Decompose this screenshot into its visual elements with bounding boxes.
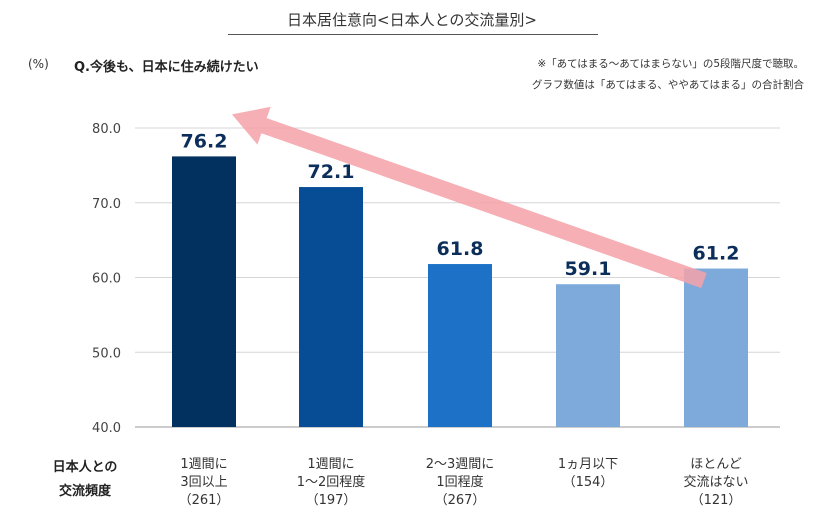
bar bbox=[684, 268, 748, 427]
data-label: 72.1 bbox=[308, 161, 355, 183]
title-underline bbox=[228, 34, 598, 35]
note-line-1: ※「あてはまる～あてはまらない」の5段階尺度で聴取。 bbox=[537, 58, 804, 70]
x-tick-label-line: 1回程度 bbox=[436, 475, 484, 490]
data-label: 61.8 bbox=[437, 238, 484, 260]
data-label: 61.2 bbox=[693, 243, 740, 265]
x-tick-label-line: （121） bbox=[690, 493, 742, 508]
y-tick-label: 80.0 bbox=[92, 122, 121, 137]
x-tick-label-line: （197） bbox=[305, 493, 357, 508]
x-axis-title-line-2: 交流頻度 bbox=[58, 484, 111, 499]
x-tick-label: 2～3週間に 1回程度 （267） bbox=[395, 456, 525, 510]
x-tick-label-line: ほとんど bbox=[690, 457, 742, 472]
bar bbox=[556, 284, 620, 427]
x-tick-label-line: （267） bbox=[434, 493, 486, 508]
x-tick-label: ほとんど交流はない （121） bbox=[651, 456, 781, 510]
x-tick-label-line: （261） bbox=[178, 493, 230, 508]
x-tick-label: 1ヵ月以下 （154） bbox=[523, 456, 653, 492]
note-line-2: グラフ数値は「あてはまる、ややあてはまる」の合計割合 bbox=[531, 79, 804, 91]
survey-question: Q.今後も、日本に住み続けたい bbox=[74, 60, 259, 75]
x-tick-label: 1週間に 3回以上 （261） bbox=[139, 456, 269, 510]
y-unit-label: (%) bbox=[28, 57, 49, 71]
x-tick-label-line: 1ヵ月以下 bbox=[557, 457, 619, 472]
y-tick-label: 50.0 bbox=[92, 346, 121, 361]
bar bbox=[428, 264, 492, 427]
x-tick-label-line: 1週間に bbox=[180, 457, 228, 472]
x-axis-title: 日本人との 交流頻度 bbox=[40, 456, 130, 504]
bar bbox=[299, 187, 363, 427]
data-label: 76.2 bbox=[181, 130, 228, 152]
x-tick-label-line: 3回以上 bbox=[180, 475, 228, 490]
x-tick-label-line: 2～3週間に bbox=[425, 457, 495, 472]
data-label: 59.1 bbox=[565, 258, 612, 280]
chart-title: 日本居住意向<日本人との交流量別> bbox=[287, 11, 537, 29]
x-tick-label-line: 交流はない bbox=[683, 475, 749, 490]
y-tick-label: 70.0 bbox=[92, 197, 121, 212]
x-tick-label-line: 1週間に bbox=[307, 457, 355, 472]
x-tick-label: 1週間に 1～2回程度 （197） bbox=[266, 456, 396, 510]
y-tick-label: 40.0 bbox=[92, 421, 121, 436]
x-axis-title-line-1: 日本人との bbox=[52, 460, 118, 475]
y-tick-label: 60.0 bbox=[92, 272, 121, 287]
trend-arrow bbox=[232, 106, 707, 289]
bar bbox=[172, 156, 236, 427]
x-tick-label-line: （154） bbox=[562, 475, 614, 490]
x-tick-label-line: 1～2回程度 bbox=[296, 475, 366, 490]
